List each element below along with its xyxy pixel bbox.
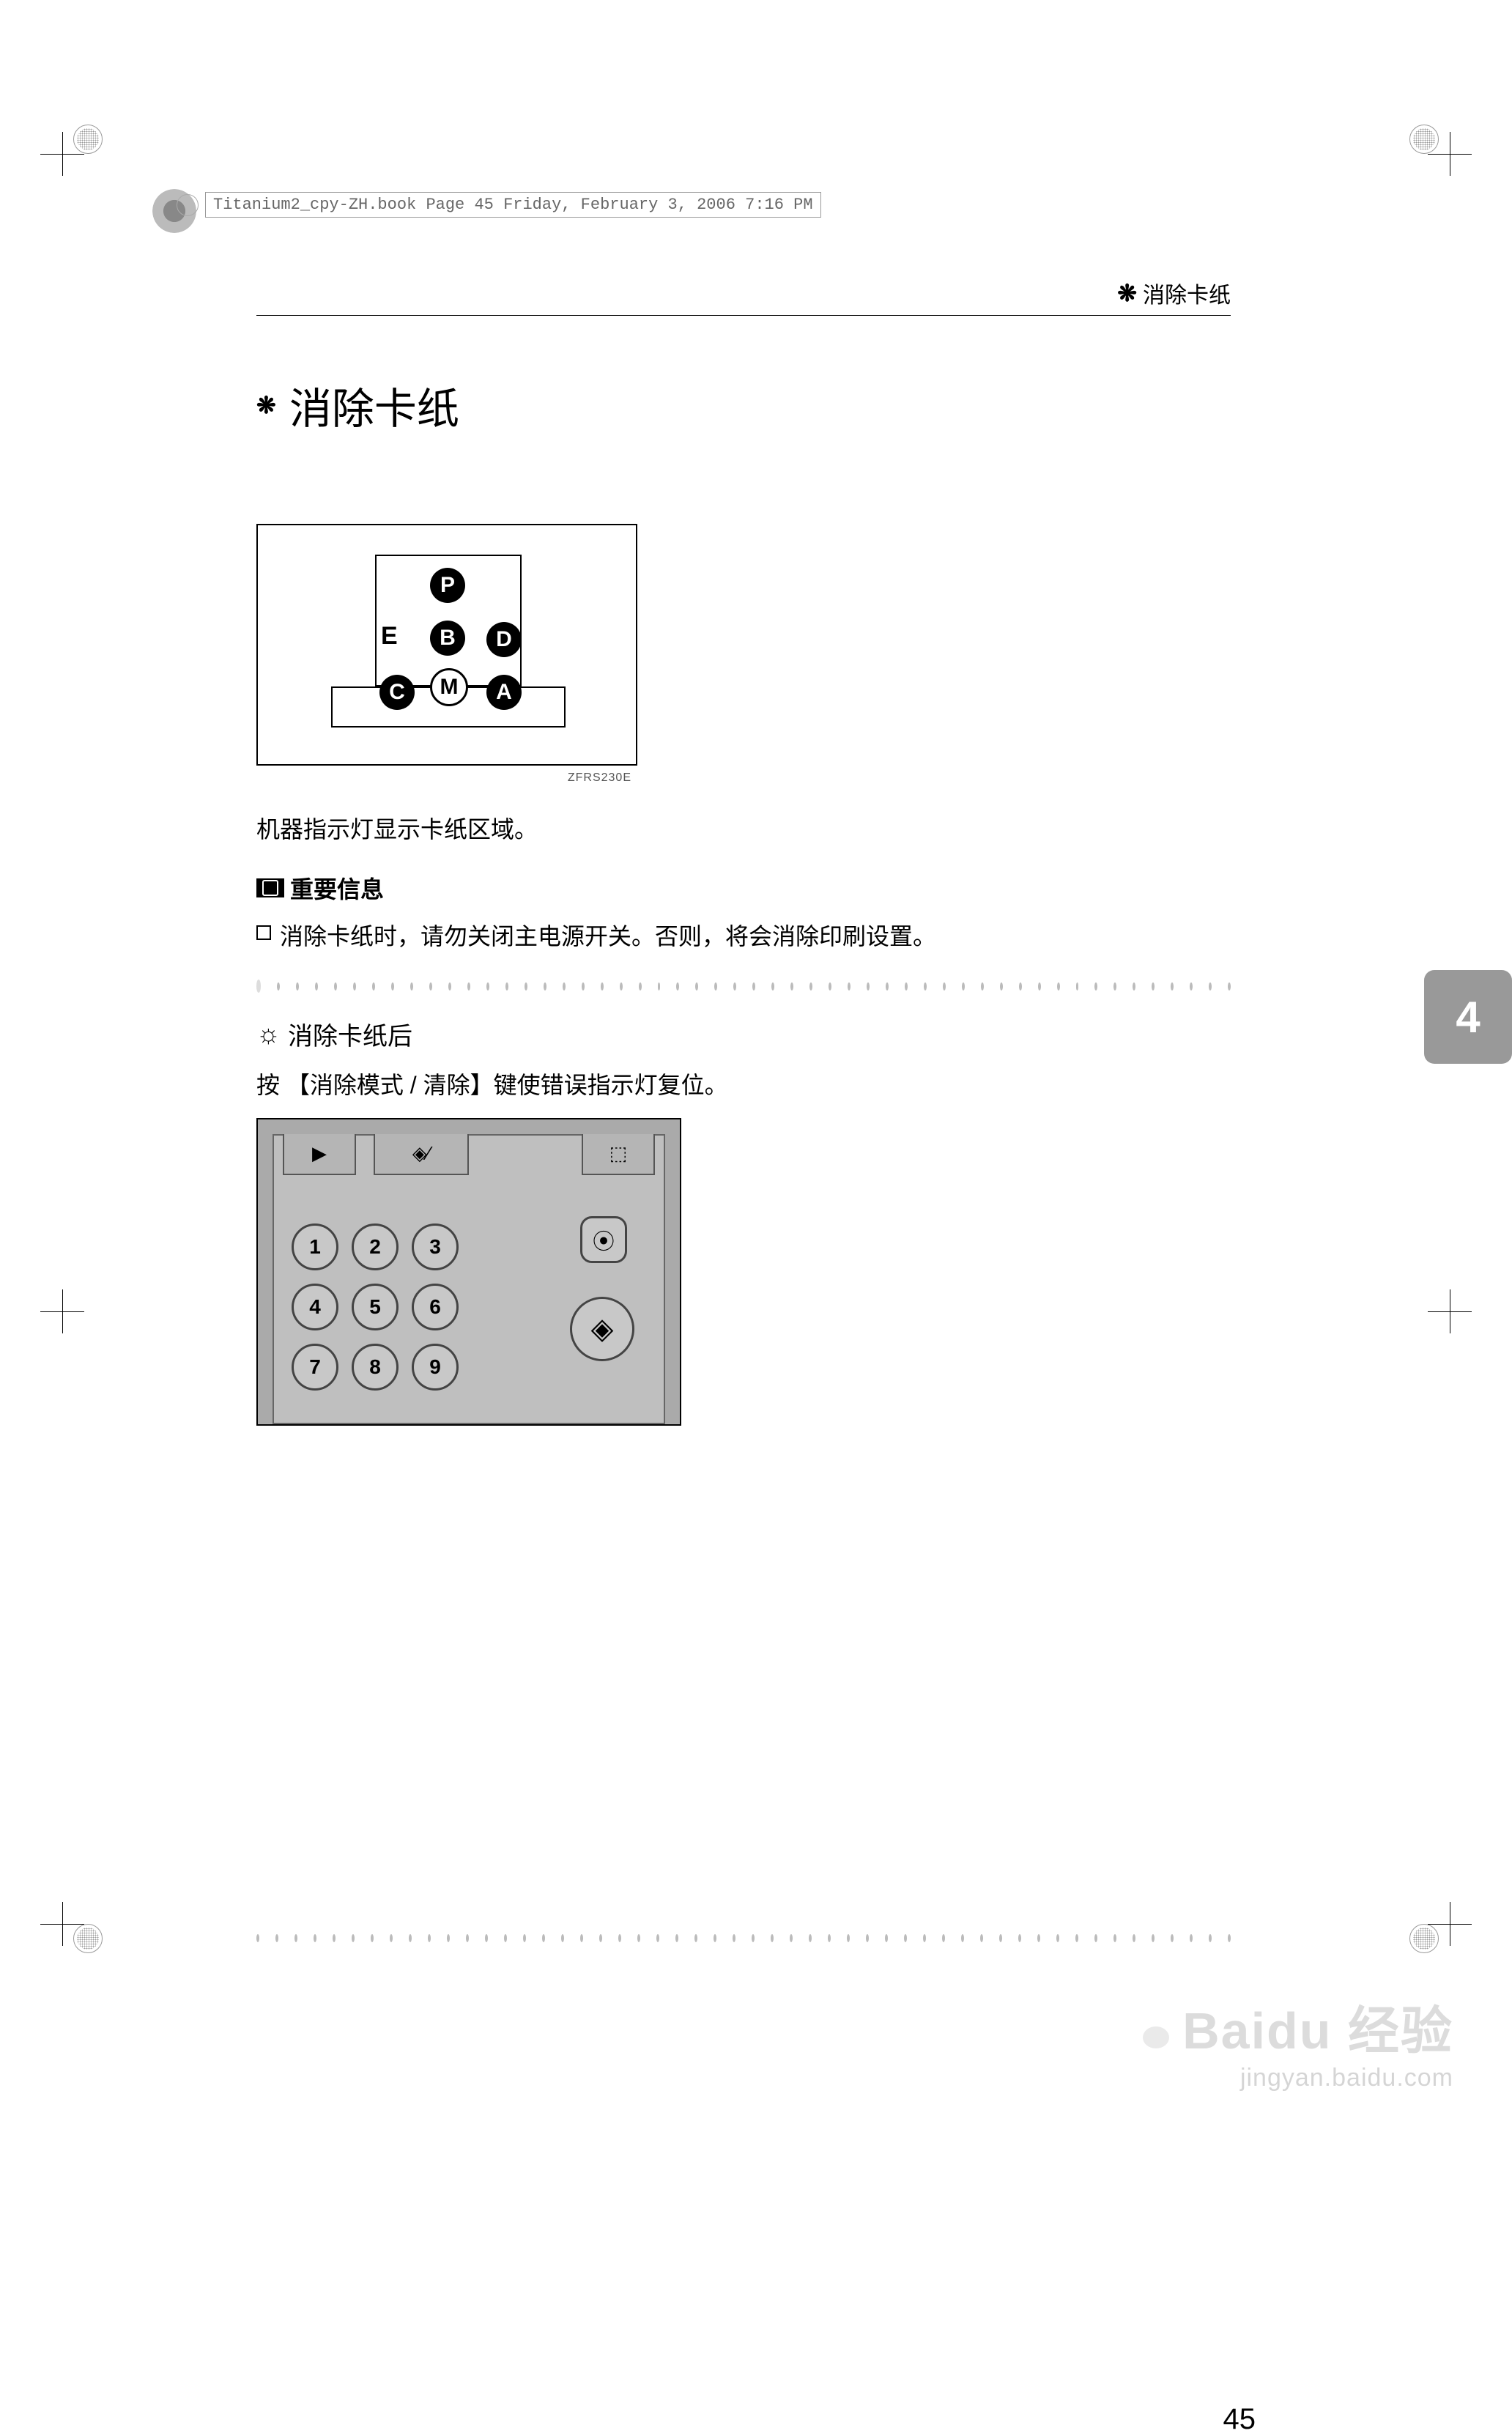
diagram-label: ZFRS230E <box>568 771 631 785</box>
key-4: 4 <box>292 1284 338 1330</box>
paw-icon <box>1134 2012 1178 2048</box>
control-panel-diagram: ▶ ◈⁄ ⬚ 1 2 3 4 5 6 7 8 9 ⦿ ◈ AQP016S <box>256 1118 681 1426</box>
page-title: ❋ 消除卡纸 <box>256 374 1231 436</box>
header-title: 消除卡纸 <box>1143 277 1231 309</box>
page-content: ❋ 消除卡纸 ❋ 消除卡纸 P E B D C M A ZFRS230E 机器指… <box>256 315 1231 1426</box>
header-rule <box>256 315 1231 316</box>
important-text: 消除卡纸时，请勿关闭主电源开关。否则，将会消除印刷设置。 <box>256 918 1231 955</box>
page-meta: Titanium2_cpy-ZH.book Page 45 Friday, Fe… <box>205 192 821 218</box>
running-header: ❋ 消除卡纸 <box>1117 277 1231 309</box>
subsection-line: 按 【消除模式 / 清除】键使错误指示灯复位。 <box>256 1067 1231 1100</box>
numeric-keypad: 1 2 3 4 5 6 7 8 9 <box>292 1223 459 1391</box>
badge-c: C <box>379 675 415 710</box>
caption: 机器指示灯显示卡纸区域。 <box>256 810 1231 849</box>
tab-2: ◈⁄ <box>374 1134 469 1175</box>
panel-body: ▶ ◈⁄ ⬚ 1 2 3 4 5 6 7 8 9 ⦿ ◈ <box>273 1134 665 1424</box>
important-label: 重要信息 <box>290 871 384 905</box>
bullet-icon <box>256 925 271 940</box>
watermark-url: jingyan.baidu.com <box>1134 2064 1453 2092</box>
important-block: 重要信息 <box>256 871 1231 905</box>
panel-tabs: ▶ ◈⁄ ⬚ <box>283 1134 655 1185</box>
badge-b: B <box>430 621 465 656</box>
subsection-title: 消除卡纸后 <box>288 1016 412 1052</box>
badge-e: E <box>381 622 413 654</box>
title-text: 消除卡纸 <box>289 374 459 436</box>
tab-1: ▶ <box>283 1134 356 1175</box>
crop-circle <box>73 1924 103 1953</box>
badge-m: M <box>430 668 468 706</box>
key-1: 1 <box>292 1223 338 1270</box>
key-2: 2 <box>352 1223 399 1270</box>
page-number: 45 <box>1223 2403 1256 2436</box>
key-3: 3 <box>412 1223 459 1270</box>
key-7: 7 <box>292 1344 338 1391</box>
key-6: 6 <box>412 1284 459 1330</box>
watermark-brand-text: Baidu 经验 <box>1182 2002 1453 2059</box>
key-5: 5 <box>352 1284 399 1330</box>
key-8: 8 <box>352 1344 399 1391</box>
dotted-rule-2 <box>256 1934 1231 1944</box>
watermark: Baidu 经验 jingyan.baidu.com <box>1134 1990 1453 2092</box>
badge-p: P <box>430 568 465 603</box>
panel-button-p: ⦿ <box>580 1216 627 1263</box>
panel-button-start: ◈ <box>570 1297 634 1361</box>
section-tab: 4 <box>1424 970 1512 1064</box>
badge-d: D <box>486 622 522 657</box>
crop-circle <box>73 125 103 154</box>
crop-mark <box>40 1289 84 1333</box>
bulb-icon: ☼ <box>256 1018 281 1049</box>
crop-circle <box>1409 125 1439 154</box>
watermark-brand: Baidu 经验 <box>1134 1990 1453 2064</box>
subsection-heading: ☼ 消除卡纸后 <box>256 1016 1231 1052</box>
jam-location-diagram: P E B D C M A ZFRS230E <box>256 524 637 766</box>
badge-a: A <box>486 675 522 710</box>
dotted-rule <box>256 982 1231 996</box>
wave-icon: ❋ <box>1117 279 1137 307</box>
key-9: 9 <box>412 1344 459 1391</box>
crop-mark <box>1428 1289 1472 1333</box>
tab-3: ⬚ <box>582 1134 655 1175</box>
diagram-body: P E B D C M A <box>302 555 595 738</box>
important-badge-icon <box>256 878 284 897</box>
important-body: 消除卡纸时，请勿关闭主电源开关。否则，将会消除印刷设置。 <box>280 918 936 955</box>
wave-icon: ❋ <box>256 391 276 419</box>
crop-circle <box>1409 1924 1439 1953</box>
